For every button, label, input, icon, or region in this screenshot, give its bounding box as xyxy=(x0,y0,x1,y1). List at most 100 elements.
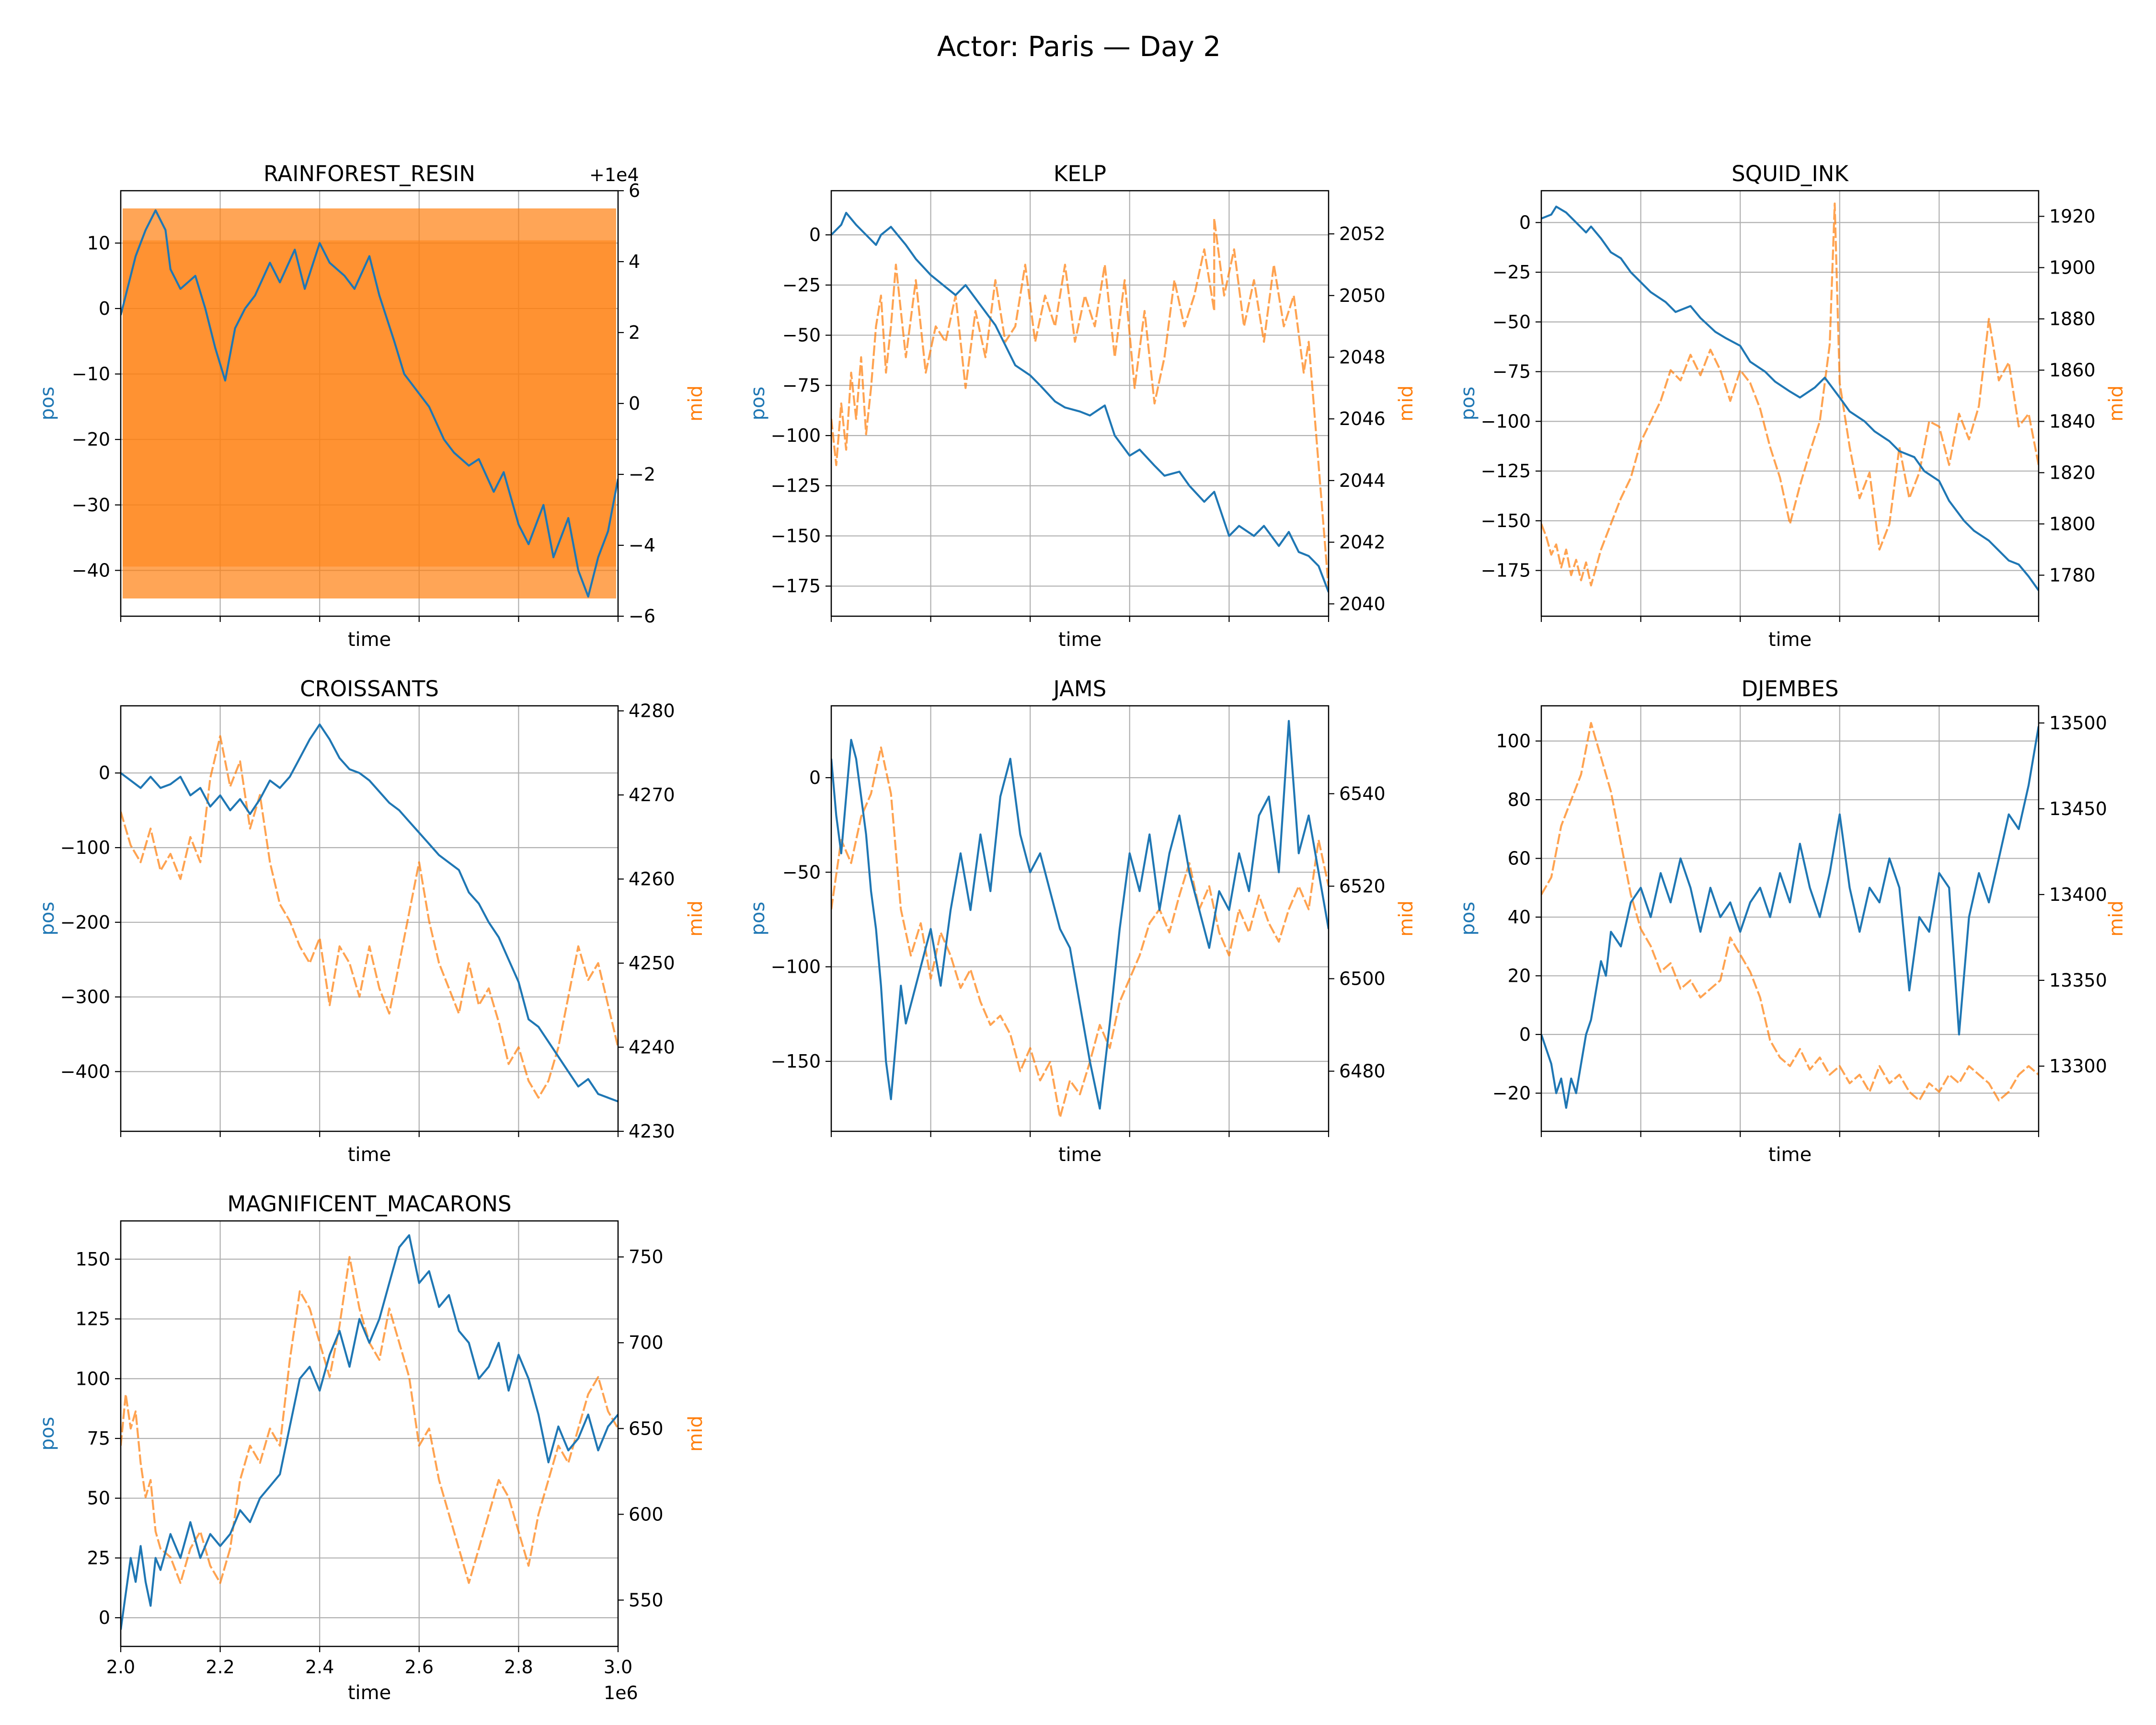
y2-axis-label: mid xyxy=(2105,900,2127,936)
y-tick-label: −10 xyxy=(72,364,110,385)
panel-title: MAGNIFICENT_MACARONS xyxy=(227,1191,511,1217)
y2-axis-label: mid xyxy=(1395,900,1417,936)
y2-tick-label: 0 xyxy=(629,393,640,414)
series-group xyxy=(831,720,1329,1119)
axes-frame xyxy=(1540,705,2040,1132)
y-tick-label: −150 xyxy=(1481,510,1531,531)
pos-line xyxy=(121,723,618,1103)
y-tick-label: 100 xyxy=(1496,730,1531,751)
y2-tick-label: 700 xyxy=(629,1332,664,1353)
x-tick-label: 2.4 xyxy=(305,1656,334,1678)
x-axis-label: time xyxy=(348,1682,391,1704)
x-axis-label: time xyxy=(1058,1144,1101,1166)
y-tick-label: −30 xyxy=(72,494,110,516)
y-tick-label: 0 xyxy=(809,224,821,245)
y-tick-label: −50 xyxy=(1492,311,1531,333)
y-tick-label: 0 xyxy=(99,762,110,783)
x-tick-label: 2.2 xyxy=(206,1656,234,1678)
y2-tick-label: 2048 xyxy=(1339,346,1386,368)
y-tick-label: −175 xyxy=(771,575,821,597)
y-tick-label: −50 xyxy=(782,862,821,883)
pos-line xyxy=(121,209,618,598)
y2-tick-label: 750 xyxy=(629,1246,664,1267)
y-tick-label: 0 xyxy=(99,1607,110,1628)
axes-frame xyxy=(830,190,1330,617)
y-axis-label: pos xyxy=(1457,902,1479,936)
mid-line xyxy=(121,735,618,1099)
y-tick-label: −100 xyxy=(1481,411,1531,432)
series-group xyxy=(121,723,618,1103)
y2-tick-label: 4 xyxy=(629,251,640,272)
panel-djembes: 100 80 60 40 20 0 −20 13500 13450 13400 13350 13300… xyxy=(1457,676,2127,1166)
y-axis-label: pos xyxy=(1457,387,1479,421)
y2-tick-label: 550 xyxy=(629,1589,664,1610)
y2-tick-label: −2 xyxy=(629,464,655,485)
y2-tick-label: 13500 xyxy=(2049,713,2107,734)
y-tick-label: 100 xyxy=(75,1368,110,1389)
y-tick-label: −20 xyxy=(1492,1082,1531,1104)
x-tick-label: 2.8 xyxy=(504,1656,533,1678)
y2-tick-label: 6520 xyxy=(1339,875,1386,897)
y-tick-label: −125 xyxy=(1481,460,1531,482)
panel-title: KELP xyxy=(1054,161,1106,186)
panel-rainforest-resin: 10 0 −10 −20 −30 −40 6 4 2 0 −2 −4 −6 RAINFOREST_RESI… xyxy=(36,161,707,651)
panel-croissants: 0 −100 −200 −300 −400 4280 4270 4260 4250 4240 423… xyxy=(36,676,707,1166)
y-axis-label: pos xyxy=(36,1417,58,1451)
y-tick-label: −300 xyxy=(60,987,110,1008)
y2-tick-label: 2 xyxy=(629,322,640,343)
pos-line xyxy=(1541,726,2039,1109)
y-tick-label: −400 xyxy=(60,1061,110,1082)
y2-offset-label: +1e4 xyxy=(589,164,639,185)
y2-tick-label: 1820 xyxy=(2049,462,2096,483)
y-tick-label: −125 xyxy=(771,475,821,496)
y2-tick-label: 13300 xyxy=(2049,1056,2107,1077)
y2-tick-label: 2040 xyxy=(1339,593,1386,614)
y2-tick-label: 2044 xyxy=(1339,470,1386,491)
y2-axis-label: mid xyxy=(2105,385,2127,421)
y-tick-label: −25 xyxy=(782,275,821,296)
x-tick-label: 3.0 xyxy=(604,1656,632,1678)
y2-axis-label: mid xyxy=(685,385,707,421)
y-tick-label: −100 xyxy=(60,837,110,858)
y2-tick-label: 2042 xyxy=(1339,532,1386,553)
y2-tick-label: 2050 xyxy=(1339,285,1386,306)
y2-tick-label: 1780 xyxy=(2049,564,2096,586)
mid-line xyxy=(121,1256,618,1584)
y-tick-label: −100 xyxy=(771,425,821,446)
y2-tick-label: −4 xyxy=(629,535,655,556)
y2-tick-label: 1860 xyxy=(2049,359,2096,380)
pos-line xyxy=(1541,206,2039,591)
y-tick-label: −25 xyxy=(1492,262,1531,283)
y-tick-label: −150 xyxy=(771,1051,821,1072)
series-group xyxy=(831,212,1329,593)
y2-axis-label: mid xyxy=(685,900,707,936)
y2-tick-label: 4260 xyxy=(629,869,675,890)
y-tick-label: 0 xyxy=(1519,1024,1531,1045)
y2-tick-label: 1920 xyxy=(2049,206,2096,227)
panel-title: SQUID_INK xyxy=(1732,161,1849,186)
y-tick-label: −50 xyxy=(782,325,821,346)
y-tick-label: 0 xyxy=(1519,212,1531,233)
y2-tick-label: 4230 xyxy=(629,1121,675,1142)
series-group xyxy=(1541,722,2039,1109)
panels: 100−10−20−30−406420−2−4−6RAINFOREST_RESI… xyxy=(36,161,2127,1704)
y-tick-label: −75 xyxy=(1492,361,1531,382)
y-tick-label: 25 xyxy=(87,1547,110,1568)
y-axis-label: pos xyxy=(36,902,58,936)
y2-tick-label: 4280 xyxy=(629,701,675,722)
y-tick-label: 0 xyxy=(809,767,821,788)
series-group xyxy=(121,208,618,598)
y-axis-label: pos xyxy=(747,902,769,936)
figure-title: Actor: Paris — Day 2 xyxy=(937,30,1221,63)
y-tick-label: 125 xyxy=(75,1309,110,1330)
y2-tick-label: 13400 xyxy=(2049,884,2107,905)
y-tick-label: −150 xyxy=(771,525,821,546)
mid-line xyxy=(831,746,1329,1119)
x-tick-label: 2.0 xyxy=(106,1656,135,1678)
y-tick-label: 80 xyxy=(1508,789,1531,810)
panel-title: DJEMBES xyxy=(1741,676,1838,702)
y-tick-label: 75 xyxy=(87,1428,110,1449)
pos-line xyxy=(831,212,1329,593)
panel-title: CROISSANTS xyxy=(300,676,439,702)
y-tick-label: −175 xyxy=(1481,560,1531,581)
